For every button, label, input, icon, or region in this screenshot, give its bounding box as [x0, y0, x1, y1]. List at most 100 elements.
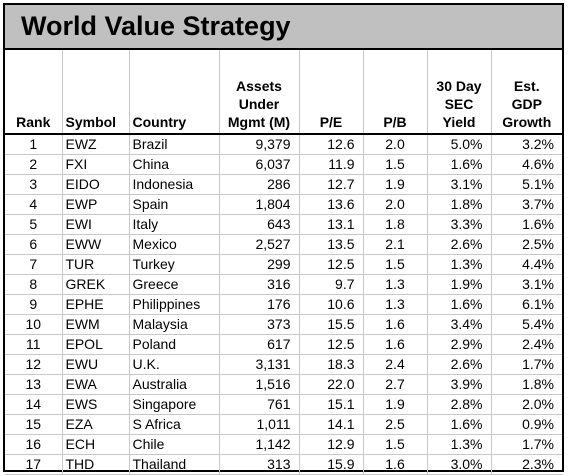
- cell-gdp: 1.7%: [491, 434, 562, 455]
- table-row: 15 EZA S Africa 1,011 14.1 2.5 1.6% 0.9%: [5, 414, 562, 435]
- cell-symbol: GREK: [62, 274, 130, 295]
- cell-rank: 10: [5, 314, 63, 335]
- header-assets-line: Mgmt (M): [227, 114, 291, 130]
- cell-yield: 3.0%: [427, 454, 492, 475]
- cell-assets: 1,142: [219, 434, 300, 455]
- table-row: 10 EWM Malaysia 373 15.5 1.6 3.4% 5.4%: [5, 314, 562, 335]
- strategy-table: Rank Symbol Country Assets Under Mgmt (M…: [5, 50, 562, 475]
- cell-gdp: 2.3%: [491, 454, 562, 475]
- cell-symbol: EWS: [62, 394, 130, 415]
- cell-assets: 1,804: [219, 194, 300, 215]
- header-assets-line: Assets: [236, 78, 282, 94]
- cell-gdp: 1.6%: [491, 214, 562, 235]
- cell-pe: 15.1: [299, 394, 364, 415]
- header-assets-line: Under: [238, 96, 280, 112]
- cell-pb: 1.6: [363, 454, 428, 475]
- cell-pb: 1.8: [363, 214, 428, 235]
- cell-pe: 13.1: [299, 214, 364, 235]
- cell-pe: 22.0: [299, 374, 364, 395]
- cell-yield: 1.3%: [427, 254, 492, 275]
- cell-country: Greece: [129, 274, 220, 295]
- cell-symbol: THD: [62, 454, 130, 475]
- cell-assets: 316: [219, 274, 300, 295]
- cell-pb: 1.6: [363, 334, 428, 355]
- table-row: 2 FXI China 6,037 11.9 1.5 1.6% 4.6%: [5, 154, 562, 175]
- cell-yield: 3.9%: [427, 374, 492, 395]
- cell-country: Australia: [129, 374, 220, 395]
- cell-pb: 1.9: [363, 174, 428, 195]
- cell-gdp: 2.0%: [491, 394, 562, 415]
- title-bar: World Value Strategy: [5, 5, 562, 50]
- cell-rank: 5: [5, 214, 63, 235]
- cell-country: Singapore: [129, 394, 220, 415]
- cell-gdp: 4.4%: [491, 254, 562, 275]
- table-row: 17 THD Thailand 313 15.9 1.6 3.0% 2.3%: [5, 454, 562, 475]
- header-pb: P/B: [363, 50, 428, 135]
- cell-pe: 13.6: [299, 194, 364, 215]
- cell-gdp: 5.1%: [491, 174, 562, 195]
- cell-assets: 299: [219, 254, 300, 275]
- cell-country: Malaysia: [129, 314, 220, 335]
- cell-gdp: 2.4%: [491, 334, 562, 355]
- cell-rank: 11: [5, 334, 63, 355]
- cell-pb: 2.7: [363, 374, 428, 395]
- cell-yield: 2.6%: [427, 234, 492, 255]
- cell-gdp: 2.5%: [491, 234, 562, 255]
- table-row: 16 ECH Chile 1,142 12.9 1.5 1.3% 1.7%: [5, 434, 562, 455]
- cell-symbol: EPOL: [62, 334, 130, 355]
- cell-pb: 2.1: [363, 234, 428, 255]
- cell-pe: 13.5: [299, 234, 364, 255]
- header-country: Country: [129, 50, 220, 135]
- cell-country: S Africa: [129, 414, 220, 435]
- cell-assets: 9,379: [219, 134, 300, 155]
- cell-symbol: EWI: [62, 214, 130, 235]
- header-yield-line: SEC: [444, 96, 474, 112]
- cell-yield: 1.8%: [427, 194, 492, 215]
- cell-pb: 1.9: [363, 394, 428, 415]
- table-frame: World Value Strategy Rank Symbol Country…: [3, 3, 564, 475]
- cell-country: Mexico: [129, 234, 220, 255]
- cell-yield: 3.3%: [427, 214, 492, 235]
- cell-country: Indonesia: [129, 174, 220, 195]
- cell-symbol: EWZ: [62, 134, 130, 155]
- cell-symbol: EWM: [62, 314, 130, 335]
- table-row: 13 EWA Australia 1,516 22.0 2.7 3.9% 1.8%: [5, 374, 562, 395]
- cell-country: Turkey: [129, 254, 220, 275]
- cell-gdp: 3.2%: [491, 134, 562, 155]
- cell-pb: 2.0: [363, 194, 428, 215]
- cell-gdp: 6.1%: [491, 294, 562, 315]
- cell-pb: 1.5: [363, 434, 428, 455]
- cell-pb: 1.6: [363, 314, 428, 335]
- table-row: 4 EWP Spain 1,804 13.6 2.0 1.8% 3.7%: [5, 194, 562, 215]
- cell-yield: 2.9%: [427, 334, 492, 355]
- cell-rank: 17: [5, 454, 63, 475]
- header-gdp-line: GDP: [511, 96, 542, 112]
- table-row: 14 EWS Singapore 761 15.1 1.9 2.8% 2.0%: [5, 394, 562, 415]
- cell-country: Spain: [129, 194, 220, 215]
- cell-gdp: 1.7%: [491, 354, 562, 375]
- cell-symbol: EWW: [62, 234, 130, 255]
- cell-assets: 373: [219, 314, 300, 335]
- cell-country: Brazil: [129, 134, 220, 155]
- header-rank: Rank: [5, 50, 63, 135]
- cell-assets: 617: [219, 334, 300, 355]
- cell-pe: 15.9: [299, 454, 364, 475]
- cell-yield: 1.6%: [427, 154, 492, 175]
- table-row: 9 EPHE Philippines 176 10.6 1.3 1.6% 6.1%: [5, 294, 562, 315]
- table-row: 1 EWZ Brazil 9,379 12.6 2.0 5.0% 3.2%: [5, 134, 562, 155]
- cell-rank: 15: [5, 414, 63, 435]
- cell-pe: 12.9: [299, 434, 364, 455]
- cell-rank: 13: [5, 374, 63, 395]
- cell-assets: 1,011: [219, 414, 300, 435]
- cell-assets: 176: [219, 294, 300, 315]
- cell-pe: 18.3: [299, 354, 364, 375]
- cell-pe: 12.6: [299, 134, 364, 155]
- cell-yield: 2.6%: [427, 354, 492, 375]
- cell-symbol: EZA: [62, 414, 130, 435]
- cell-gdp: 4.6%: [491, 154, 562, 175]
- table-row: 11 EPOL Poland 617 12.5 1.6 2.9% 2.4%: [5, 334, 562, 355]
- cell-yield: 2.8%: [427, 394, 492, 415]
- page-title: World Value Strategy: [21, 11, 291, 41]
- header-pe: P/E: [299, 50, 364, 135]
- cell-yield: 1.6%: [427, 414, 492, 435]
